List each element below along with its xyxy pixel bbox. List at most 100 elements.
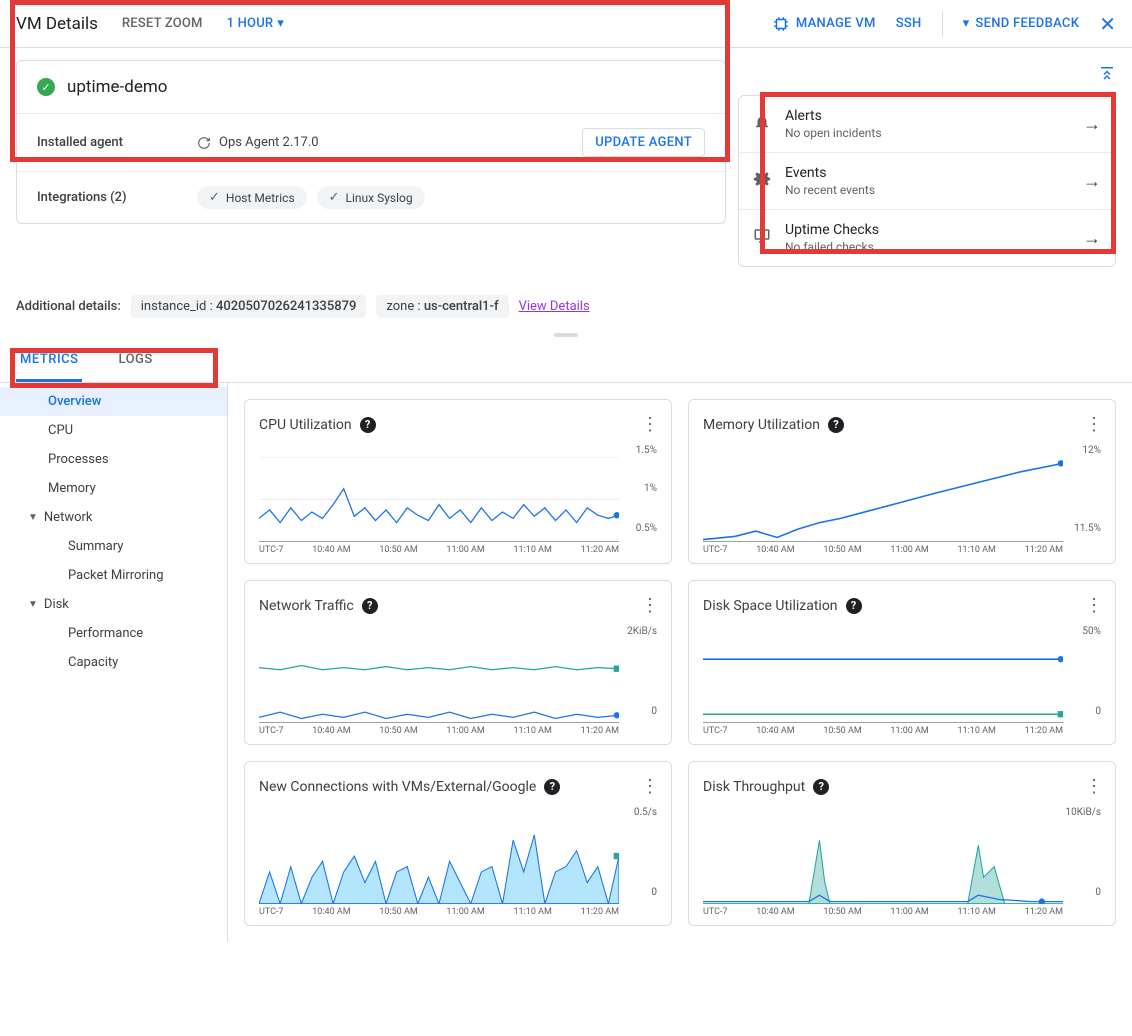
y-tick: 1.5% xyxy=(636,445,657,456)
y-tick: 11.5% xyxy=(1074,523,1101,534)
additional-details: Additional details: instance_id : 402050… xyxy=(0,283,1132,330)
alerts-row[interactable]: Alerts No open incidents → xyxy=(739,96,1115,153)
chart-title: New Connections with VMs/External/Google xyxy=(259,779,536,795)
chart-menu-button[interactable]: ⋮ xyxy=(1085,414,1101,435)
page-title: VM Details xyxy=(16,14,98,34)
time-range-label: 1 HOUR xyxy=(227,16,274,31)
x-axis: UTC-710:40 AM10:50 AM11:00 AM11:10 AM11:… xyxy=(703,904,1063,917)
vm-name: uptime-demo xyxy=(67,77,167,97)
chart-title: CPU Utilization xyxy=(259,417,352,433)
y-tick: 0.5/s xyxy=(634,807,657,818)
triangle-down-icon: ▼ xyxy=(28,512,38,523)
chart-memory: Memory Utilization ? ⋮ 12% 11.5% UTC-710… xyxy=(688,399,1116,564)
alerts-subtitle: No open incidents xyxy=(785,126,1083,140)
arrow-right-icon: → xyxy=(1083,114,1101,135)
y-tick: 10KiB/s xyxy=(1066,807,1101,818)
chart-cpu: CPU Utilization ? ⋮ 1.5% 1% 0.5% UTC-710… xyxy=(244,399,672,564)
zone-pill: zone : us-central1-f xyxy=(376,295,508,318)
sidebar-item-memory[interactable]: Memory xyxy=(0,474,227,503)
chevron-down-icon: ▾ xyxy=(277,16,284,31)
arrow-right-icon: → xyxy=(1083,228,1101,249)
help-icon[interactable]: ? xyxy=(362,598,378,614)
triangle-down-icon: ▼ xyxy=(28,599,38,610)
y-tick: 12% xyxy=(1082,445,1101,456)
x-axis: UTC-710:40 AM10:50 AM11:00 AM11:10 AM11:… xyxy=(703,722,1063,736)
y-tick: 0 xyxy=(651,887,657,898)
chart-svg xyxy=(703,819,1063,904)
sidebar-item-overview[interactable]: Overview xyxy=(0,387,227,416)
ssh-button[interactable]: SSH xyxy=(896,16,922,31)
agent-version: Ops Agent 2.17.0 xyxy=(219,135,319,150)
chart-menu-button[interactable]: ⋮ xyxy=(641,414,657,435)
sidebar-item-disk[interactable]: ▼Disk xyxy=(0,590,227,619)
uptime-title: Uptime Checks xyxy=(785,222,1083,238)
integration-chip[interactable]: ✓Host Metrics xyxy=(197,186,307,209)
chart-menu-button[interactable]: ⋮ xyxy=(1085,776,1101,797)
chart-menu-button[interactable]: ⋮ xyxy=(1085,595,1101,616)
help-icon[interactable]: ? xyxy=(813,779,829,795)
chevron-down-icon: ▾ xyxy=(963,16,970,31)
sidebar-item-packet[interactable]: Packet Mirroring xyxy=(0,561,227,590)
y-tick: 0 xyxy=(651,706,657,717)
help-icon[interactable]: ? xyxy=(544,779,560,795)
chart-connections: New Connections with VMs/External/Google… xyxy=(244,761,672,926)
toolbar: VM Details RESET ZOOM 1 HOUR ▾ MANAGE VM… xyxy=(0,0,1132,48)
chart-svg xyxy=(703,457,1063,542)
events-title: Events xyxy=(785,165,1083,181)
y-tick: 50% xyxy=(1082,626,1101,637)
arrow-right-icon: → xyxy=(1083,171,1101,192)
view-details-link[interactable]: View Details xyxy=(519,299,590,314)
chart-title: Disk Throughput xyxy=(703,779,805,795)
chart-menu-button[interactable]: ⋮ xyxy=(641,776,657,797)
x-axis: UTC-710:40 AM10:50 AM11:00 AM11:10 AM11:… xyxy=(259,541,619,555)
events-row[interactable]: Events No recent events → xyxy=(739,153,1115,210)
resize-handle[interactable] xyxy=(0,330,1132,340)
sidebar-item-capacity[interactable]: Capacity xyxy=(0,648,227,677)
y-tick: 0 xyxy=(1095,706,1101,717)
sidebar-item-processes[interactable]: Processes xyxy=(0,445,227,474)
sidebar-item-performance[interactable]: Performance xyxy=(0,619,227,648)
charts-grid: CPU Utilization ? ⋮ 1.5% 1% 0.5% UTC-710… xyxy=(228,383,1132,942)
check-icon: ✓ xyxy=(209,190,220,205)
uptime-subtitle: No failed checks xyxy=(785,240,1083,254)
manage-vm-button[interactable]: MANAGE VM xyxy=(772,15,876,33)
sidebar-item-network[interactable]: ▼Network xyxy=(0,503,227,532)
tab-metrics[interactable]: METRICS xyxy=(16,340,82,382)
update-agent-button[interactable]: UPDATE AGENT xyxy=(582,128,705,157)
tabs: METRICS LOGS xyxy=(0,340,1132,383)
reset-zoom-button[interactable]: RESET ZOOM xyxy=(122,16,203,31)
metrics-sidebar: Overview CPU Processes Memory ▼Network S… xyxy=(0,383,228,942)
collapse-icon[interactable] xyxy=(1098,64,1116,87)
uptime-row[interactable]: Uptime Checks No failed checks → xyxy=(739,210,1115,266)
chart-svg xyxy=(259,457,619,542)
details-label: Additional details: xyxy=(16,299,121,314)
chart-svg xyxy=(259,819,619,904)
chart-disk-space: Disk Space Utilization ? ⋮ 50% 0 UTC-710… xyxy=(688,580,1116,745)
events-subtitle: No recent events xyxy=(785,183,1083,197)
status-ok-icon: ✓ xyxy=(37,78,55,96)
chart-svg xyxy=(703,638,1063,723)
integration-chip[interactable]: ✓Linux Syslog xyxy=(317,186,425,209)
sidebar-item-summary[interactable]: Summary xyxy=(0,532,227,561)
help-icon[interactable]: ? xyxy=(360,417,376,433)
integrations-label: Integrations (2) xyxy=(37,190,197,205)
sidebar-item-cpu[interactable]: CPU xyxy=(0,416,227,445)
gear-icon xyxy=(753,170,773,192)
time-range-dropdown[interactable]: 1 HOUR ▾ xyxy=(227,16,284,31)
chart-menu-button[interactable]: ⋮ xyxy=(641,595,657,616)
help-icon[interactable]: ? xyxy=(846,598,862,614)
tab-logs[interactable]: LOGS xyxy=(114,340,156,382)
refresh-icon xyxy=(197,136,211,150)
vm-card: ✓ uptime-demo Installed agent Ops Agent … xyxy=(16,60,726,224)
y-tick: 0 xyxy=(1095,887,1101,898)
y-tick: 1% xyxy=(644,483,657,494)
help-icon[interactable]: ? xyxy=(828,417,844,433)
chip-icon xyxy=(772,15,790,33)
bell-icon xyxy=(753,113,773,135)
chart-title: Memory Utilization xyxy=(703,417,820,433)
close-button[interactable]: ✕ xyxy=(1099,12,1116,36)
chart-throughput: Disk Throughput ? ⋮ 10KiB/s 0 UTC-710:40… xyxy=(688,761,1116,926)
send-feedback-dropdown[interactable]: ▾ SEND FEEDBACK xyxy=(963,16,1080,31)
chart-network: Network Traffic ? ⋮ 2KiB/s 0 UTC-710:40 … xyxy=(244,580,672,745)
chart-title: Disk Space Utilization xyxy=(703,598,838,614)
